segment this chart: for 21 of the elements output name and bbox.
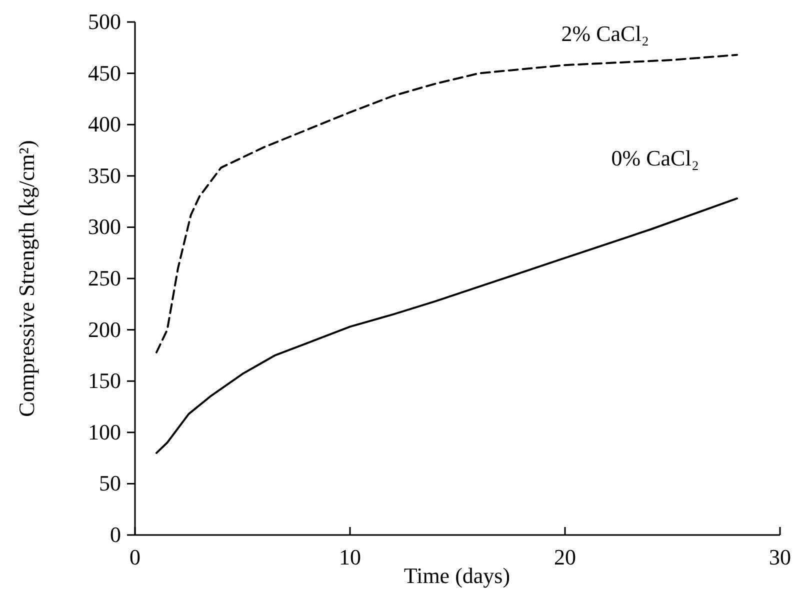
y-axis-title: Compressive Strength (kg/cm²) bbox=[14, 140, 39, 417]
y-tick-label: 250 bbox=[88, 266, 121, 291]
y-tick-label: 50 bbox=[99, 470, 121, 496]
y-tick-label: 350 bbox=[88, 162, 121, 188]
line-series bbox=[156, 54, 738, 354]
y-tick-label: 300 bbox=[88, 214, 121, 240]
x-tick-label: 10 bbox=[339, 544, 361, 570]
line-series bbox=[156, 197, 738, 454]
x-tick-label: 0 bbox=[130, 544, 140, 570]
series-label: 2% CaCl₂ bbox=[561, 20, 649, 46]
x-axis-title: Time (days) bbox=[404, 563, 510, 588]
y-tick-label: 500 bbox=[88, 9, 121, 34]
y-tick-label: 0 bbox=[110, 522, 121, 548]
x-tick-label: 30 bbox=[769, 544, 791, 570]
y-tick-label: 400 bbox=[88, 112, 121, 137]
y-tick-label: 450 bbox=[88, 60, 121, 86]
x-tick-label: 20 bbox=[554, 544, 576, 570]
y-tick-label: 100 bbox=[88, 419, 121, 444]
y-tick-label: 200 bbox=[88, 316, 121, 342]
y-tick-label: 150 bbox=[88, 368, 121, 394]
series-label: 0% CaCl₂ bbox=[611, 145, 699, 170]
